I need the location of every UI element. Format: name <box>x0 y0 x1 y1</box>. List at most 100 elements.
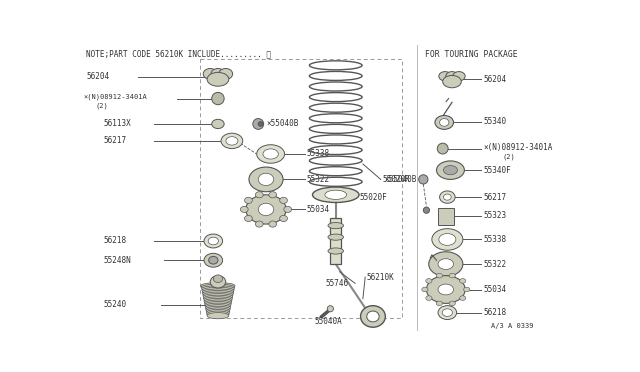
Ellipse shape <box>253 119 264 129</box>
Ellipse shape <box>263 149 278 159</box>
Ellipse shape <box>328 248 344 254</box>
Text: 55040A: 55040A <box>314 317 342 326</box>
Ellipse shape <box>440 119 449 126</box>
Ellipse shape <box>360 306 385 327</box>
Ellipse shape <box>255 221 263 227</box>
Ellipse shape <box>435 115 454 129</box>
Text: 56218: 56218 <box>103 237 126 246</box>
Ellipse shape <box>209 256 218 264</box>
Ellipse shape <box>257 145 285 163</box>
Ellipse shape <box>244 215 252 222</box>
Ellipse shape <box>436 301 442 306</box>
Ellipse shape <box>249 167 283 192</box>
Ellipse shape <box>213 275 223 283</box>
Ellipse shape <box>201 284 235 290</box>
Ellipse shape <box>328 234 344 240</box>
Ellipse shape <box>207 73 229 86</box>
Ellipse shape <box>327 306 333 312</box>
Ellipse shape <box>437 143 448 154</box>
Ellipse shape <box>203 292 233 298</box>
Ellipse shape <box>205 300 232 306</box>
Text: 56218: 56218 <box>483 308 506 317</box>
Ellipse shape <box>211 68 225 79</box>
Ellipse shape <box>259 203 274 216</box>
Ellipse shape <box>426 296 432 301</box>
Ellipse shape <box>426 279 432 283</box>
Ellipse shape <box>206 308 230 314</box>
Text: ×(N)08912-3401A: ×(N)08912-3401A <box>483 142 552 151</box>
Bar <box>438 208 454 225</box>
Ellipse shape <box>280 215 287 222</box>
Ellipse shape <box>432 229 463 250</box>
Text: 55340F: 55340F <box>483 166 511 174</box>
Ellipse shape <box>439 71 451 81</box>
Ellipse shape <box>269 221 276 227</box>
Ellipse shape <box>202 286 234 292</box>
Ellipse shape <box>426 276 465 303</box>
Ellipse shape <box>438 306 457 320</box>
Ellipse shape <box>201 283 235 289</box>
Text: 55746: 55746 <box>326 279 349 288</box>
Text: 55340: 55340 <box>483 117 506 126</box>
Text: 55338: 55338 <box>307 150 330 158</box>
Ellipse shape <box>460 296 466 301</box>
Ellipse shape <box>328 222 344 229</box>
Ellipse shape <box>444 166 458 175</box>
Ellipse shape <box>208 237 218 245</box>
Ellipse shape <box>212 119 224 129</box>
Text: 55338: 55338 <box>483 235 506 244</box>
Bar <box>330 218 341 264</box>
Text: 55323: 55323 <box>483 211 506 220</box>
Text: 56217: 56217 <box>483 193 506 202</box>
Ellipse shape <box>440 191 455 203</box>
Ellipse shape <box>205 302 231 308</box>
Ellipse shape <box>221 133 243 148</box>
Ellipse shape <box>443 76 461 88</box>
Ellipse shape <box>207 311 229 317</box>
Text: 55034: 55034 <box>483 285 506 294</box>
Ellipse shape <box>202 291 234 296</box>
Text: ×55040B: ×55040B <box>385 175 417 184</box>
Text: (2): (2) <box>502 153 515 160</box>
Ellipse shape <box>463 287 470 292</box>
Ellipse shape <box>444 194 451 200</box>
Text: 55322: 55322 <box>307 175 330 184</box>
Ellipse shape <box>219 68 233 79</box>
Ellipse shape <box>207 310 230 315</box>
Ellipse shape <box>367 311 379 322</box>
Text: ×(N)08912-3401A: ×(N)08912-3401A <box>83 94 147 100</box>
Ellipse shape <box>269 192 276 198</box>
Ellipse shape <box>255 192 263 198</box>
Text: 56204: 56204 <box>483 75 506 84</box>
Ellipse shape <box>439 234 456 246</box>
Ellipse shape <box>429 252 463 276</box>
Ellipse shape <box>246 195 286 224</box>
Text: (2): (2) <box>95 103 108 109</box>
Text: NOTE;PART CODE 56210K INCLUDE......... ※: NOTE;PART CODE 56210K INCLUDE......... ※ <box>86 49 271 58</box>
Ellipse shape <box>419 175 428 184</box>
Ellipse shape <box>204 298 232 305</box>
Ellipse shape <box>212 92 224 105</box>
Ellipse shape <box>284 206 292 212</box>
Text: 56217: 56217 <box>103 137 126 145</box>
Text: 55020F: 55020F <box>359 193 387 202</box>
Ellipse shape <box>442 309 452 317</box>
Ellipse shape <box>204 295 232 301</box>
Ellipse shape <box>436 161 465 179</box>
Ellipse shape <box>438 259 454 269</box>
Text: 55020R: 55020R <box>382 175 410 184</box>
Ellipse shape <box>325 190 347 199</box>
Ellipse shape <box>244 197 252 203</box>
Text: 55240: 55240 <box>103 301 126 310</box>
Ellipse shape <box>452 71 465 81</box>
Ellipse shape <box>241 206 248 212</box>
Text: 56113X: 56113X <box>103 119 131 128</box>
Text: FOR TOURING PACKAGE: FOR TOURING PACKAGE <box>425 50 518 59</box>
Bar <box>200 58 402 318</box>
Text: A/3 A 0339: A/3 A 0339 <box>491 323 533 329</box>
Ellipse shape <box>436 273 442 278</box>
Ellipse shape <box>205 303 231 309</box>
Text: 55322: 55322 <box>483 260 506 269</box>
Ellipse shape <box>204 234 223 248</box>
Ellipse shape <box>204 68 217 79</box>
